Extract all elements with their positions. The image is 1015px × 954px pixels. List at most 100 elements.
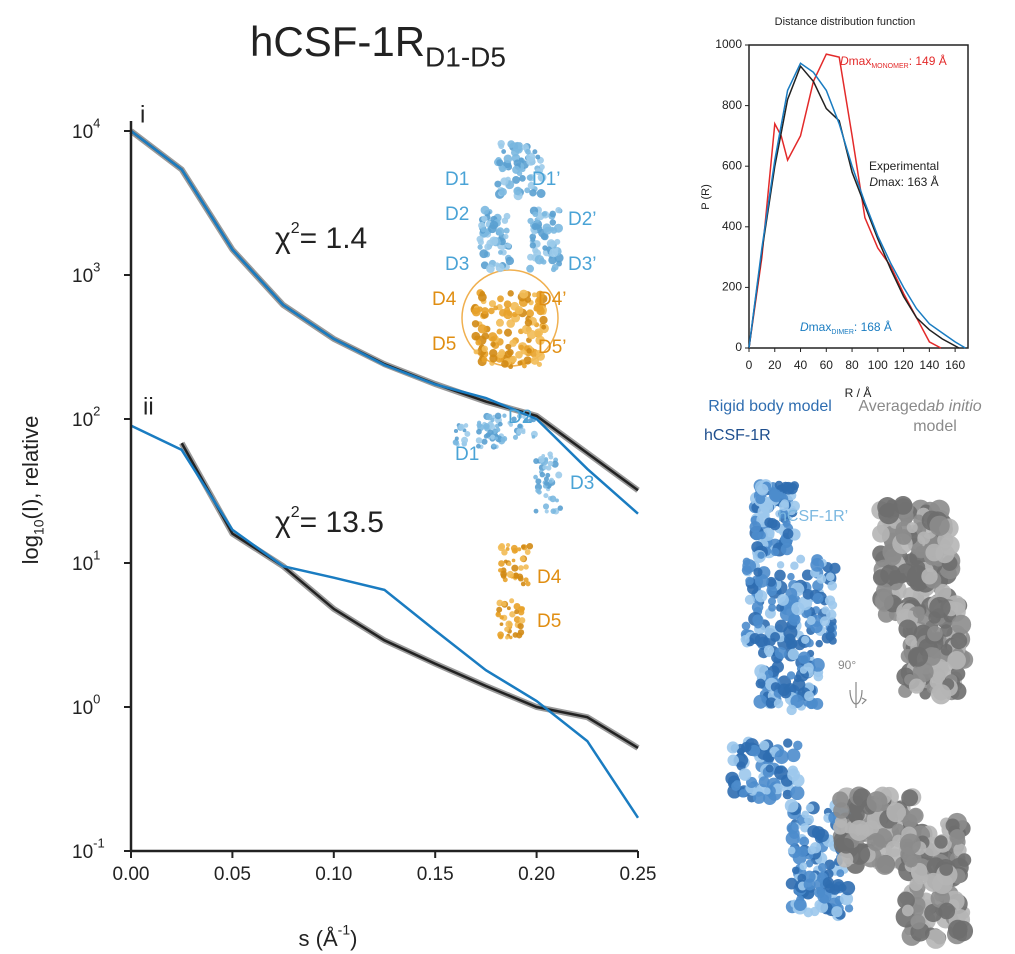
molecule bbox=[768, 603, 777, 612]
bead-model bbox=[867, 833, 886, 852]
molecule bbox=[473, 349, 479, 355]
molecule bbox=[516, 573, 524, 580]
bead-model bbox=[874, 591, 894, 611]
label: max bbox=[809, 320, 832, 334]
molecule bbox=[489, 354, 498, 363]
bead-model bbox=[866, 791, 888, 813]
label: max bbox=[849, 54, 872, 68]
molecule bbox=[782, 789, 793, 800]
molecule bbox=[542, 223, 552, 233]
bead-model bbox=[927, 625, 943, 642]
molecule bbox=[756, 483, 769, 496]
molecule bbox=[505, 256, 515, 266]
bead-model bbox=[893, 496, 913, 515]
molecule bbox=[481, 438, 488, 445]
molecule bbox=[502, 413, 507, 418]
molecule bbox=[522, 143, 529, 151]
bead-model bbox=[901, 904, 914, 917]
molecule bbox=[512, 434, 519, 440]
x-tick-label: 0.20 bbox=[518, 864, 555, 885]
molecule bbox=[497, 544, 505, 552]
molecule bbox=[792, 866, 800, 875]
molecule bbox=[738, 768, 752, 781]
molecule bbox=[824, 595, 836, 606]
molecule bbox=[802, 588, 814, 600]
molecule bbox=[816, 574, 827, 584]
molecule bbox=[529, 189, 537, 197]
molecule bbox=[548, 255, 557, 265]
molecule bbox=[786, 748, 801, 763]
molecule bbox=[507, 420, 512, 425]
molecule bbox=[801, 810, 809, 819]
text-run: 10 4 bbox=[72, 115, 100, 143]
molecule bbox=[507, 561, 512, 567]
y-tick-label: 1000 bbox=[715, 37, 742, 51]
bead-model bbox=[934, 835, 948, 849]
molecule bbox=[532, 211, 539, 218]
molecule bbox=[508, 635, 513, 640]
molecule bbox=[799, 836, 810, 847]
domain-label: D2’ bbox=[568, 209, 597, 230]
label: 10 bbox=[72, 698, 93, 719]
bead-model bbox=[884, 548, 902, 566]
x-tick-label: 0 bbox=[746, 358, 753, 372]
molecule bbox=[746, 776, 758, 788]
molecule bbox=[530, 237, 536, 243]
model-title: model bbox=[913, 418, 957, 435]
bead-model bbox=[910, 914, 926, 930]
text-run: 10 3 bbox=[72, 259, 100, 287]
molecule bbox=[738, 789, 748, 798]
x-tick-label: 0.15 bbox=[417, 864, 454, 885]
molecule bbox=[753, 694, 768, 709]
bead-model bbox=[838, 837, 855, 854]
molecule bbox=[786, 704, 797, 716]
molecule bbox=[551, 263, 559, 271]
bead-model bbox=[897, 891, 915, 910]
molecule bbox=[487, 332, 498, 342]
molecule bbox=[549, 495, 557, 503]
chain-label: hCSF-1R’ bbox=[778, 508, 848, 525]
molecule bbox=[755, 678, 766, 689]
molecule bbox=[796, 554, 806, 564]
domain-label: D5’ bbox=[538, 337, 567, 358]
molecule bbox=[496, 606, 503, 613]
x-tick-label: 80 bbox=[845, 358, 859, 372]
molecule bbox=[499, 165, 506, 173]
molecule bbox=[488, 424, 493, 429]
molecule bbox=[815, 639, 823, 648]
molecule bbox=[534, 328, 544, 338]
label: 4 bbox=[93, 115, 100, 130]
molecule bbox=[742, 557, 751, 566]
molecule bbox=[547, 451, 553, 457]
chain-label: hCSF-1R bbox=[704, 427, 771, 444]
molecule bbox=[805, 859, 814, 868]
molecule bbox=[523, 356, 532, 365]
molecule bbox=[782, 518, 791, 527]
molecule bbox=[546, 465, 552, 471]
bead-model bbox=[938, 902, 956, 920]
molecule bbox=[518, 344, 524, 350]
molecule bbox=[539, 175, 545, 182]
molecule bbox=[813, 671, 824, 682]
label: 0 bbox=[93, 691, 100, 706]
label: D bbox=[800, 320, 809, 334]
molecule bbox=[461, 436, 469, 444]
x-tick-label: 40 bbox=[794, 358, 808, 372]
plot-frame bbox=[748, 44, 969, 349]
molecule bbox=[464, 430, 471, 437]
molecule bbox=[489, 220, 499, 230]
molecule bbox=[526, 309, 535, 318]
molecule bbox=[501, 360, 509, 368]
molecule bbox=[511, 564, 519, 572]
molecule bbox=[731, 781, 741, 792]
molecule bbox=[517, 629, 525, 636]
molecule bbox=[766, 576, 777, 587]
molecule bbox=[481, 307, 489, 315]
molecule bbox=[764, 669, 774, 679]
molecule bbox=[554, 238, 561, 245]
molecule bbox=[505, 547, 510, 551]
molecule bbox=[797, 873, 807, 883]
molecule bbox=[515, 350, 523, 359]
